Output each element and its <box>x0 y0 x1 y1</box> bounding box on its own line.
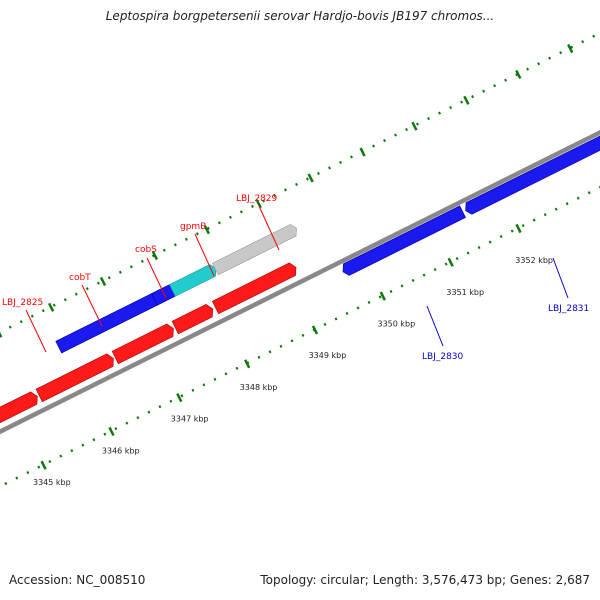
tick-label-3350: 3350 kbp <box>378 320 416 329</box>
tick-label-3345: 3345 kbp <box>33 478 71 487</box>
gene-red-2[interactable] <box>0 390 40 424</box>
inner-major-tick <box>176 393 183 403</box>
tick-label-3352: 3352 kbp <box>515 256 553 265</box>
gene-lbj-2829[interactable] <box>211 223 299 276</box>
label-lbj-2825[interactable]: LBJ_2825 <box>2 298 43 308</box>
label-gpmb[interactable]: gpmB <box>180 222 206 232</box>
gene-red-6[interactable] <box>211 261 299 315</box>
accession-text: Accession: NC_008510 <box>9 573 146 587</box>
gene-red-5[interactable] <box>171 303 216 335</box>
outer-major-tick <box>463 95 470 105</box>
label-lbj-2831[interactable]: LBJ_2831 <box>548 304 589 314</box>
gene-lbj-2830[interactable] <box>340 205 466 277</box>
tick-label-3346: 3346 kbp <box>102 446 140 455</box>
outer-major-ticks <box>0 43 574 338</box>
inner-major-tick <box>244 359 251 369</box>
gene-red-4[interactable] <box>111 322 176 365</box>
outer-major-tick <box>0 328 3 338</box>
leader-lbj-2825 <box>25 309 47 353</box>
inner-major-ticks <box>40 223 522 470</box>
gene-lbj-2831[interactable] <box>462 100 600 216</box>
label-cobt[interactable]: cobT <box>69 273 91 283</box>
outer-major-tick <box>47 302 55 312</box>
outer-major-tick <box>359 147 366 157</box>
leader-lbj-2830 <box>426 305 444 347</box>
tick-label-3349: 3349 kbp <box>309 351 347 360</box>
leader-gpmb <box>194 233 215 277</box>
tick-label-3347: 3347 kbp <box>171 415 209 424</box>
leader-cobs <box>146 257 167 299</box>
outer-tick-track <box>0 17 600 395</box>
gene-gpmb[interactable] <box>169 263 219 297</box>
inner-major-tick <box>379 291 386 301</box>
outer-major-tick <box>411 121 418 131</box>
tick-label-3348: 3348 kbp <box>240 383 278 392</box>
page-title: Leptospira borgpetersenii serovar Hardjo… <box>105 9 495 23</box>
label-cobs[interactable]: cobS <box>135 245 157 255</box>
outer-major-tick <box>515 69 522 79</box>
gene-red-3[interactable] <box>35 352 117 403</box>
inner-major-tick <box>108 426 115 437</box>
leader-lbj-2831 <box>552 257 569 299</box>
leader-cobt <box>81 284 103 327</box>
inner-major-tick <box>40 460 47 470</box>
outer-major-tick <box>307 173 314 183</box>
outer-major-tick <box>99 276 107 287</box>
inner-major-tick <box>447 257 454 267</box>
tick-label-3351: 3351 kbp <box>446 288 484 297</box>
inner-major-tick <box>311 325 319 335</box>
outer-major-tick <box>151 250 159 261</box>
label-lbj-2829[interactable]: LBJ_2829 <box>236 194 278 204</box>
outer-major-tick <box>255 199 262 209</box>
genome-summary-text: Topology: circular; Length: 3,576,473 bp… <box>260 573 590 587</box>
genome-backbone <box>0 96 600 476</box>
outer-major-tick <box>567 43 574 54</box>
outer-major-tick <box>203 225 210 235</box>
leader-lbj-2829 <box>258 205 280 251</box>
inner-major-tick <box>515 223 522 234</box>
label-lbj-2830[interactable]: LBJ_2830 <box>422 352 464 362</box>
